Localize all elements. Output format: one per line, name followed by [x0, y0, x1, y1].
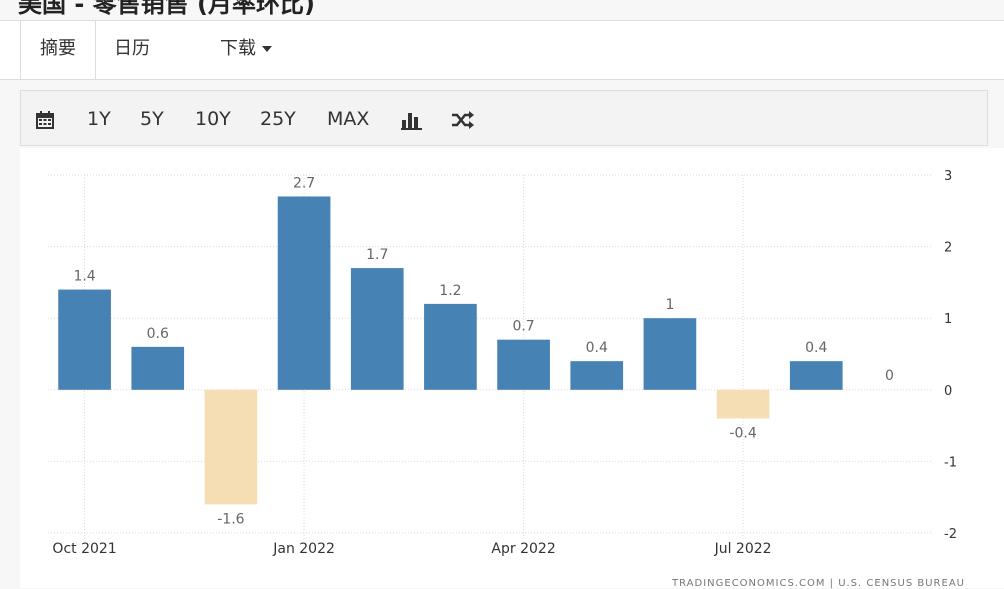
x-tick-label: Jan 2022 — [272, 541, 335, 557]
tab-download[interactable]: 下载 — [220, 21, 272, 79]
y-tick-label: 0 — [944, 384, 952, 399]
chart-area: 3 2 1 0 -1 -2 Oct 2021 Jan 2022 Apr 2022 Jul 2022… — [20, 148, 1004, 588]
chart-toolbar: 1Y 5Y 10Y 25Y MAX — [20, 90, 988, 146]
data-label: 1.7 — [366, 247, 388, 263]
bar-chart: 3 2 1 0 -1 -2 Oct 2021 Jan 2022 Apr 2022 Jul 2022… — [48, 169, 957, 557]
data-label: 0 — [885, 368, 894, 384]
range-max-button[interactable]: MAX — [327, 108, 370, 130]
bar — [643, 318, 697, 390]
data-label: 0.7 — [512, 319, 534, 335]
calendar-icon[interactable] — [35, 91, 55, 147]
bar — [58, 289, 111, 390]
bar — [716, 389, 770, 419]
data-label: 1.2 — [439, 283, 461, 299]
data-label: -0.4 — [729, 425, 756, 441]
page-title: 美国 - 零售销售 (月率环比) — [18, 0, 315, 18]
bar — [570, 361, 624, 390]
range-5y-button[interactable]: 5Y — [140, 108, 164, 130]
data-label: 0.6 — [147, 326, 169, 342]
bar — [497, 339, 550, 390]
tab-summary[interactable]: 摘要 — [20, 21, 96, 79]
bar — [789, 361, 843, 390]
y-tick-label: 1 — [944, 312, 952, 327]
y-tick-label: 3 — [944, 169, 952, 184]
data-label: 1 — [665, 297, 674, 313]
tab-download-label: 下载 — [220, 38, 256, 59]
bar — [350, 268, 404, 390]
tab-calendar[interactable]: 日历 — [114, 38, 150, 59]
x-tick-label: Jul 2022 — [714, 541, 772, 557]
x-tick-label: Oct 2021 — [52, 541, 116, 557]
data-label: 1.4 — [73, 269, 95, 285]
range-25y-button[interactable]: 25Y — [260, 108, 296, 130]
caret-down-icon — [262, 46, 272, 52]
data-label: -1.6 — [217, 511, 244, 527]
range-10y-button[interactable]: 10Y — [195, 108, 231, 130]
source-credit: TRADINGECONOMICS.COM | U.S. CENSUS BUREA… — [672, 578, 965, 589]
bar — [424, 303, 477, 390]
bar-chart-icon[interactable] — [401, 91, 423, 147]
title-strip: 美国 - 零售销售 (月率环比) — [0, 0, 1004, 20]
data-label: 2.7 — [293, 175, 315, 191]
bar — [277, 196, 331, 390]
bar — [204, 389, 258, 505]
y-tick-label: -1 — [944, 455, 957, 470]
range-1y-button[interactable]: 1Y — [87, 108, 111, 130]
data-label: 0.4 — [586, 340, 608, 356]
bar — [131, 346, 185, 390]
shuffle-icon[interactable] — [451, 91, 475, 147]
x-tick-label: Apr 2022 — [491, 541, 555, 557]
tab-bar: 摘要 日历 下载 — [0, 20, 1004, 80]
y-tick-label: -2 — [944, 527, 957, 542]
y-tick-label: 2 — [944, 241, 952, 256]
data-label: 0.4 — [805, 340, 827, 356]
